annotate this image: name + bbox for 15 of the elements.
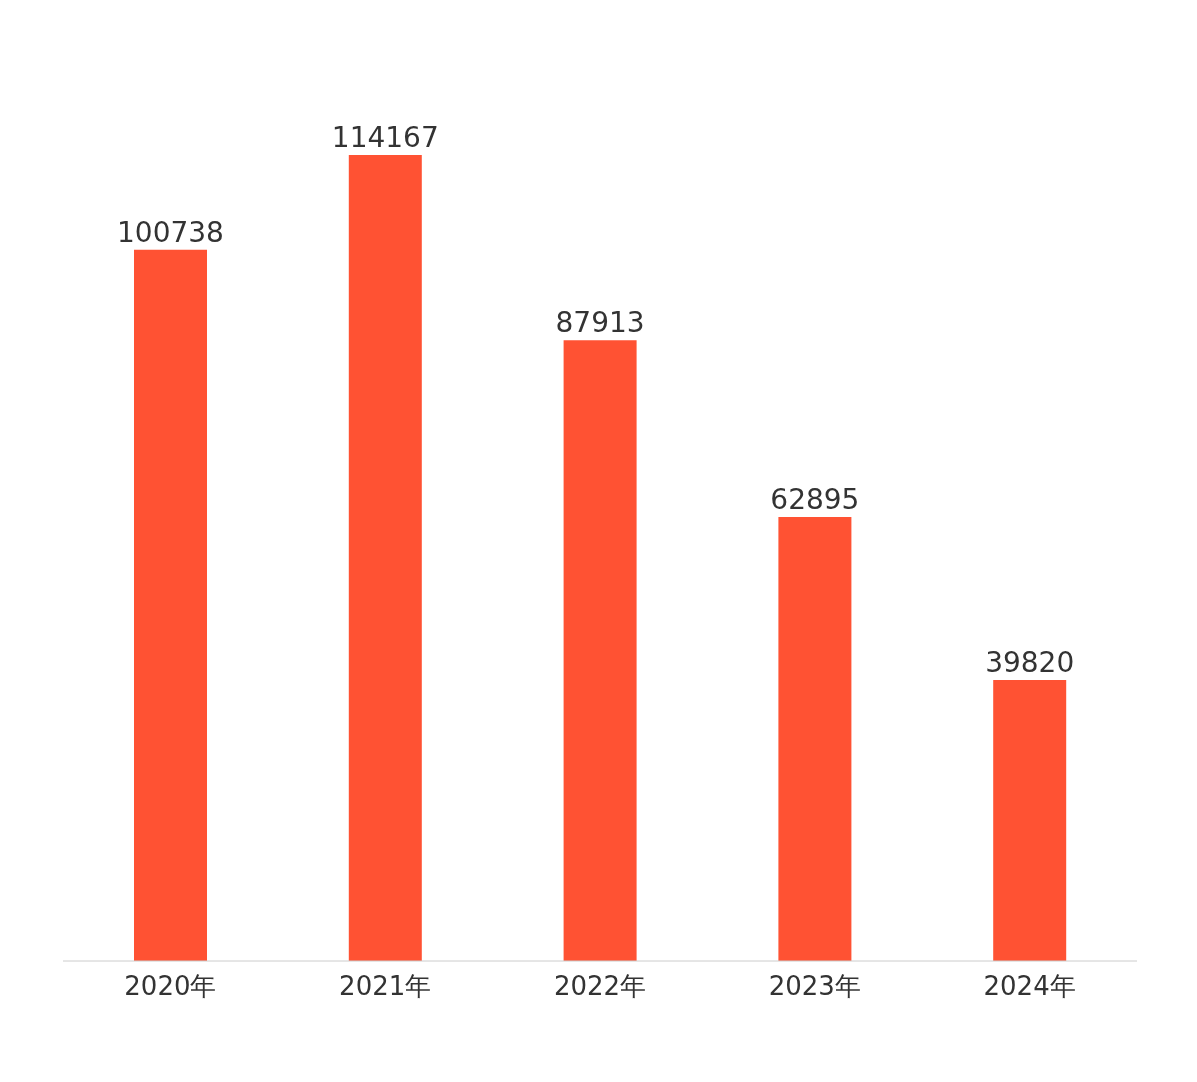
bar [134, 249, 207, 961]
bar [348, 155, 422, 961]
x-tick-label: 2023年 [768, 971, 861, 1002]
data-label: 62895 [770, 482, 860, 516]
bar [778, 516, 852, 961]
data-label: 87913 [555, 306, 645, 340]
bar [563, 340, 637, 961]
data-label: 114167 [331, 121, 439, 154]
data-label: 100738 [117, 215, 224, 249]
bar [993, 679, 1067, 961]
x-tick-label: 2021年 [339, 971, 432, 1002]
x-tick-label: 2020年 [124, 971, 217, 1002]
x-tick-label: 2024年 [983, 971, 1076, 1002]
x-tick-label: 2022年 [553, 971, 647, 1002]
data-label: 39820 [985, 645, 1075, 679]
